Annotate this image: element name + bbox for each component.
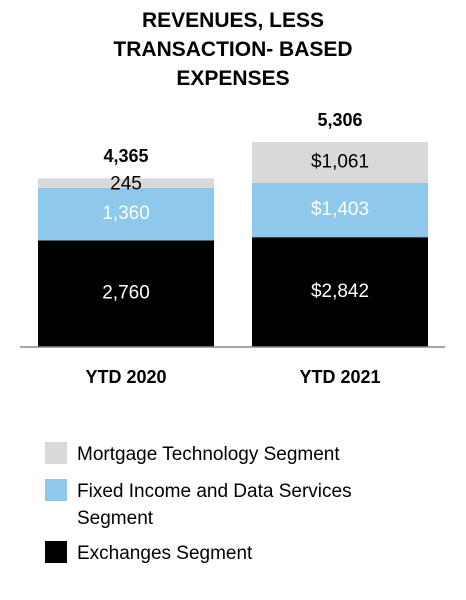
bar-segment <box>252 182 428 238</box>
chart-title: REVENUES, LESS TRANSACTION- BASED EXPENS… <box>113 9 353 90</box>
legend-label: Fixed Income and Data Services Segment <box>77 481 352 529</box>
value-label: $2,842 <box>311 281 369 302</box>
value-label: 2,760 <box>102 283 150 304</box>
bar-segment <box>252 142 428 183</box>
legend-swatch <box>45 442 67 464</box>
bar-segment <box>252 237 428 347</box>
x-tick-label: YTD 2020 <box>85 367 166 387</box>
value-label: 245 <box>110 173 142 194</box>
legend-swatch <box>45 541 67 563</box>
legend-item: Exchanges Segment <box>45 540 417 567</box>
legend-label: Mortgage Technology Segment <box>77 444 340 465</box>
bar-segment <box>38 187 214 241</box>
legend-swatch <box>45 479 67 501</box>
bar-segment <box>38 240 214 347</box>
bar-segment <box>38 178 214 188</box>
legend-item: Mortgage Technology Segment <box>45 441 417 468</box>
value-label: $1,403 <box>311 199 369 220</box>
total-label: 4,365 <box>103 146 148 166</box>
x-tick-label: YTD 2021 <box>299 367 380 387</box>
value-label: $1,061 <box>311 152 369 173</box>
total-label: 5,306 <box>317 110 362 130</box>
legend-item: Fixed Income and Data Services Segment <box>45 478 417 532</box>
legend-label: Exchanges Segment <box>77 543 253 564</box>
value-label: 1,360 <box>102 203 150 224</box>
